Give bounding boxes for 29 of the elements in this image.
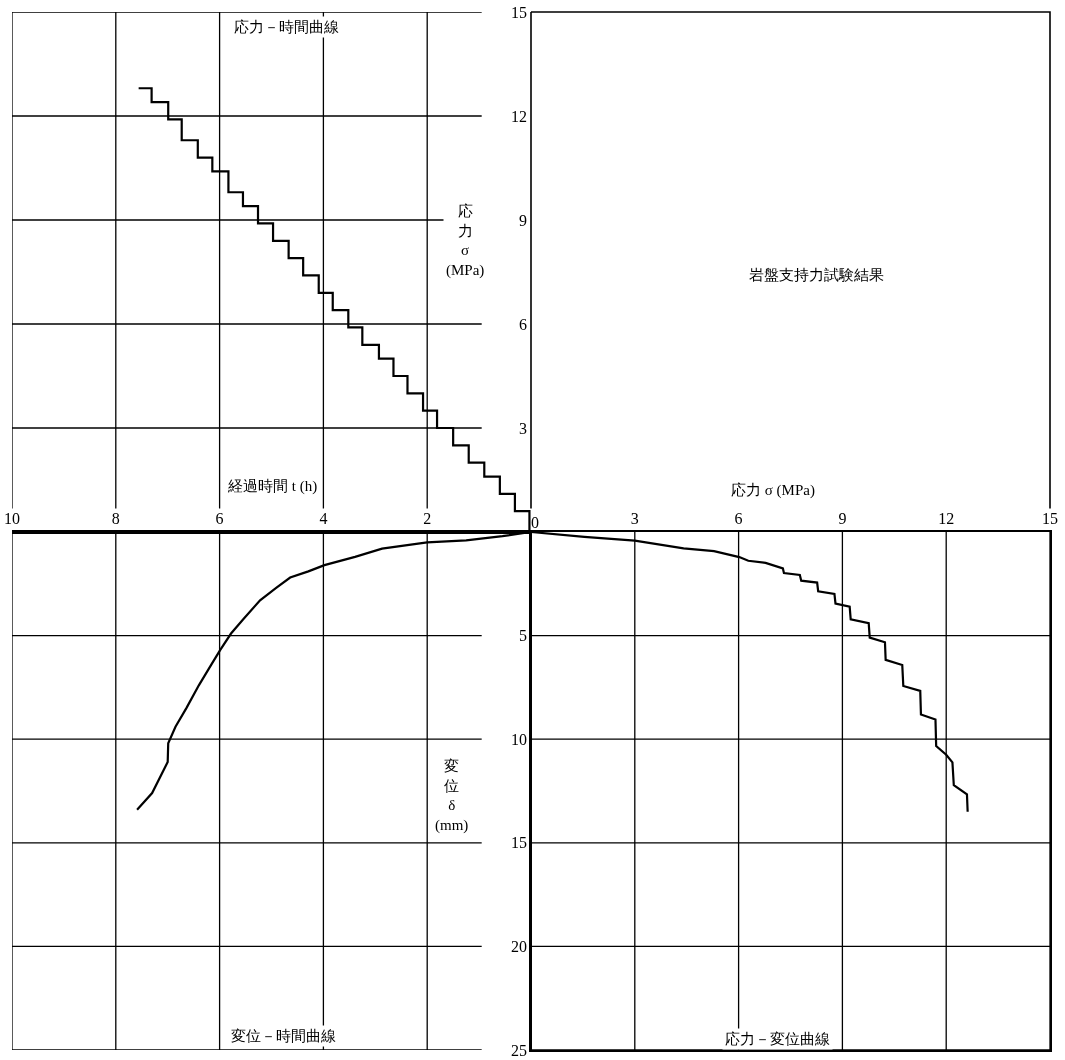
y-tick-label: 6: [519, 315, 527, 333]
y-tick-label: 20: [511, 938, 527, 955]
y-tick-label: 25: [511, 1041, 527, 1059]
text: 変位－時間曲線: [231, 1028, 336, 1044]
x-tick-label: 15: [1042, 509, 1058, 527]
x-tick-label: 3: [630, 509, 639, 527]
x-tick-label: 9: [838, 509, 847, 527]
y-tick-label: 3: [519, 419, 527, 437]
x-tick-label: 12: [938, 509, 955, 527]
text: 岩盤支持力試験結果: [749, 267, 884, 283]
x-tick-label: 4: [319, 509, 328, 527]
y-tick-label: 15: [511, 834, 527, 852]
y-tick-label: 15: [511, 3, 527, 21]
x-tick-label: 6: [215, 509, 224, 527]
y-axis-title: 変位 δ (mm): [435, 758, 469, 834]
y-tick-label: 9: [519, 211, 527, 229]
text: 応力－変位曲線: [725, 1031, 830, 1047]
x-tick-label: 10: [4, 509, 20, 527]
x-tick-label: 6: [734, 509, 743, 527]
y-tick-label: 10: [511, 730, 527, 748]
y-axis-title: 応力 σ (MPa): [446, 203, 485, 279]
x-axis-title: 応力 σ (MPa): [731, 482, 815, 499]
y-tick-label: 5: [519, 627, 527, 645]
x-tick-label: 0: [531, 513, 539, 531]
x-tick-label: 8: [111, 509, 120, 527]
x-tick-label: 2: [423, 509, 432, 527]
x-axis-title: 経過時間 t (h): [227, 478, 318, 495]
y-tick-label: 12: [511, 107, 527, 125]
chart-title: 応力－時間曲線: [234, 19, 339, 35]
